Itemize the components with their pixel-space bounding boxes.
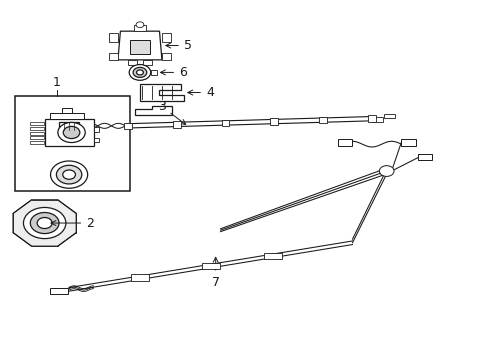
Circle shape [63,170,75,179]
Bar [144,60,152,65]
Bar [264,253,282,259]
Bar [162,33,171,42]
Bar [109,33,118,42]
Circle shape [63,126,80,139]
Circle shape [129,64,151,80]
Text: 7: 7 [212,257,220,289]
Bar [202,263,220,269]
Bar [418,154,432,160]
Text: 4: 4 [188,86,214,99]
Circle shape [37,217,52,229]
Bar [128,60,137,65]
Bar [59,122,79,130]
Bar [94,127,99,132]
Bar [130,40,150,54]
Bar [124,123,132,129]
Circle shape [30,212,59,234]
Bar [30,122,44,126]
Circle shape [379,166,394,176]
Text: 1: 1 [53,76,61,89]
Circle shape [50,161,88,188]
Bar [151,70,157,75]
Bar [368,116,376,122]
Bar [30,141,44,144]
Bar [15,96,130,191]
Bar [30,132,44,135]
Circle shape [133,67,147,77]
Bar [30,136,44,139]
Bar [49,113,84,119]
Bar [162,53,171,60]
Text: 3: 3 [158,100,186,125]
Polygon shape [140,84,184,101]
Text: 5: 5 [166,39,192,52]
Bar [30,127,44,130]
Circle shape [137,70,144,75]
Bar [384,114,395,118]
Circle shape [58,122,85,143]
Bar [94,138,99,142]
Circle shape [24,207,66,239]
Bar [319,117,327,123]
Bar [134,25,147,31]
Text: 2: 2 [51,216,94,230]
Bar [372,117,383,122]
Bar [172,121,180,128]
Polygon shape [118,31,162,60]
Bar [109,53,118,60]
Bar [338,139,351,146]
Bar [49,288,68,294]
Bar [62,108,72,113]
Polygon shape [13,200,76,246]
Text: 6: 6 [160,66,187,79]
Bar [270,118,278,125]
Circle shape [56,165,82,184]
Polygon shape [135,106,172,115]
Bar [45,119,94,146]
Bar [401,139,416,146]
Bar [131,274,149,281]
Circle shape [136,22,144,28]
Bar [221,120,229,126]
